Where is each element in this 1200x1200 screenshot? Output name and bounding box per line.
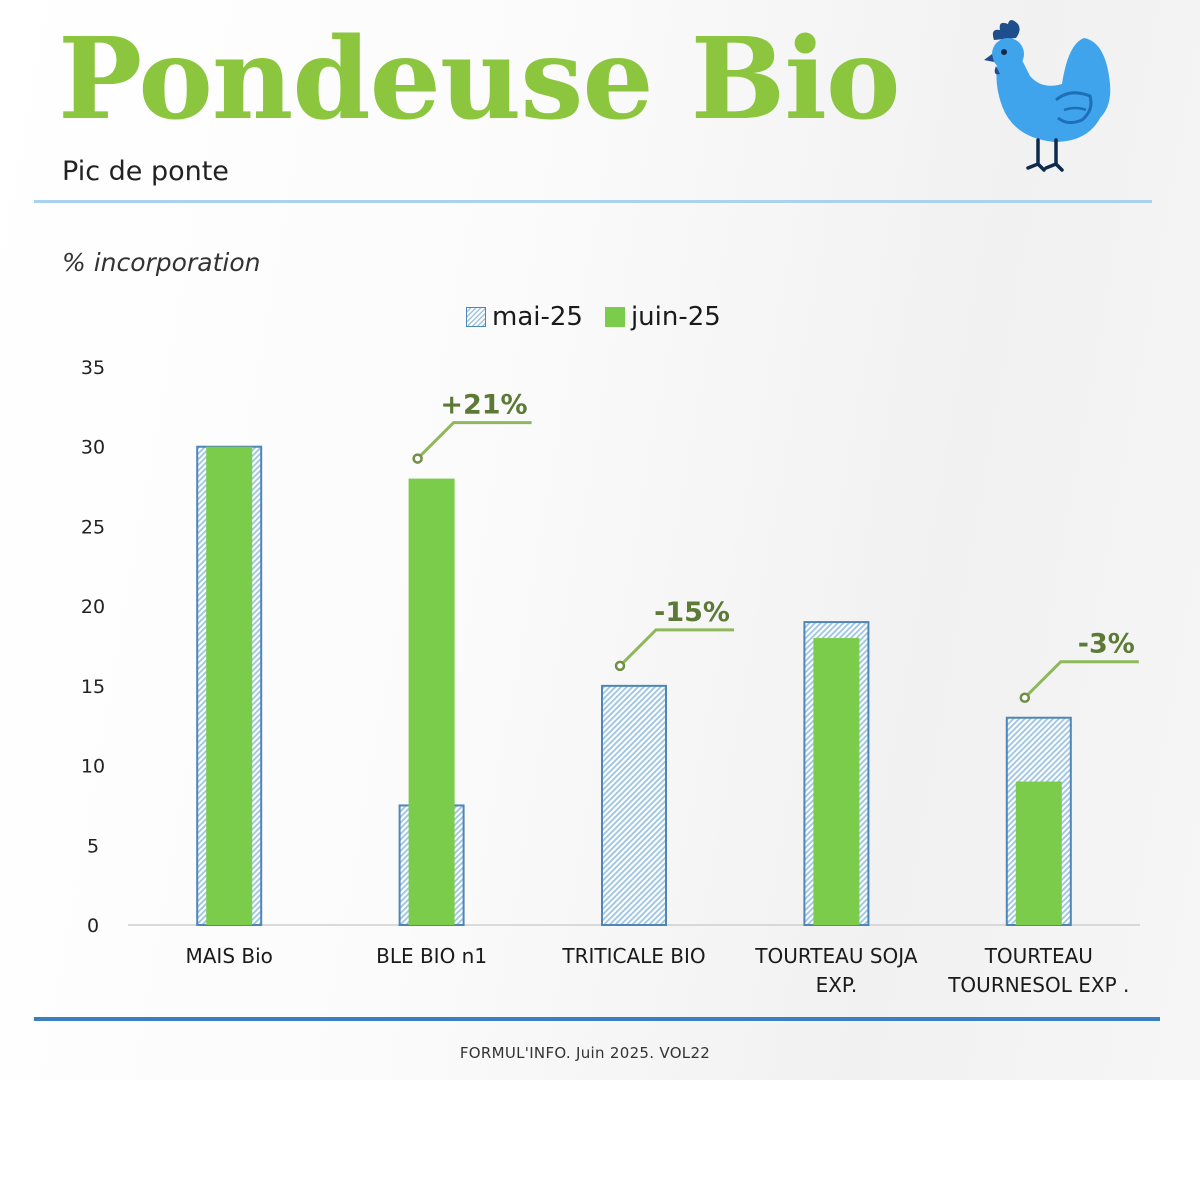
y-tick-label: 10 — [81, 756, 105, 778]
chart-legend: mai-25 juin-25 — [466, 302, 743, 332]
page-title: Pondeuse Bio — [58, 14, 901, 145]
y-tick-label: 35 — [81, 357, 105, 379]
annotation-leader-line — [618, 628, 734, 667]
y-tick-label: 15 — [81, 676, 105, 698]
annotation-label: -15% — [654, 597, 730, 628]
annotation-label: -3% — [1078, 629, 1135, 660]
background-bottom — [0, 1080, 1200, 1200]
bar-juin-25 — [408, 478, 455, 925]
y-tick-label: 5 — [87, 835, 99, 857]
legend-swatch-hatched — [466, 307, 486, 327]
bar-juin-25 — [813, 638, 860, 925]
annotation-marker — [412, 453, 423, 464]
page-subtitle: Pic de ponte — [62, 156, 229, 187]
footer-divider — [34, 1017, 1160, 1021]
footer-credit: FORMUL'INFO. Juin 2025. VOL22 — [459, 1044, 711, 1062]
x-tick-label: MAIS Bio — [185, 944, 272, 968]
legend-swatch-solid — [604, 307, 625, 327]
y-axis-label: % incorporation — [62, 248, 261, 277]
annotation-leader-line — [1023, 660, 1139, 699]
y-tick-label: 0 — [87, 915, 99, 937]
x-tick-label: TOURNESOL EXP . — [947, 973, 1129, 997]
legend-item-mai: mai-25 — [466, 302, 583, 332]
legend-item-juin: juin-25 — [604, 302, 721, 332]
bar-mai-25 — [601, 684, 667, 926]
y-tick-label: 30 — [81, 437, 105, 459]
annotation-leader-line — [416, 421, 532, 460]
y-tick-label: 20 — [81, 596, 105, 618]
x-tick-label: TOURTEAU SOJA — [754, 944, 918, 968]
annotation-marker — [614, 660, 626, 672]
annotation-label: +21% — [440, 390, 527, 421]
header-divider — [34, 200, 1152, 203]
annotation-marker — [1019, 692, 1031, 703]
x-tick-label: TRITICALE BIO — [561, 944, 705, 968]
legend-label-juin: juin-25 — [630, 302, 721, 332]
x-tick-label: TOURTEAU — [984, 944, 1093, 968]
legend-label-mai: mai-25 — [492, 302, 583, 332]
x-tick-label: EXP. — [816, 973, 858, 997]
x-tick-label: BLE BIO n1 — [376, 944, 487, 968]
y-tick-label: 25 — [81, 516, 105, 538]
bar-juin-25 — [206, 446, 253, 925]
bar-juin-25 — [1015, 781, 1062, 925]
hen-icon — [984, 20, 1111, 172]
